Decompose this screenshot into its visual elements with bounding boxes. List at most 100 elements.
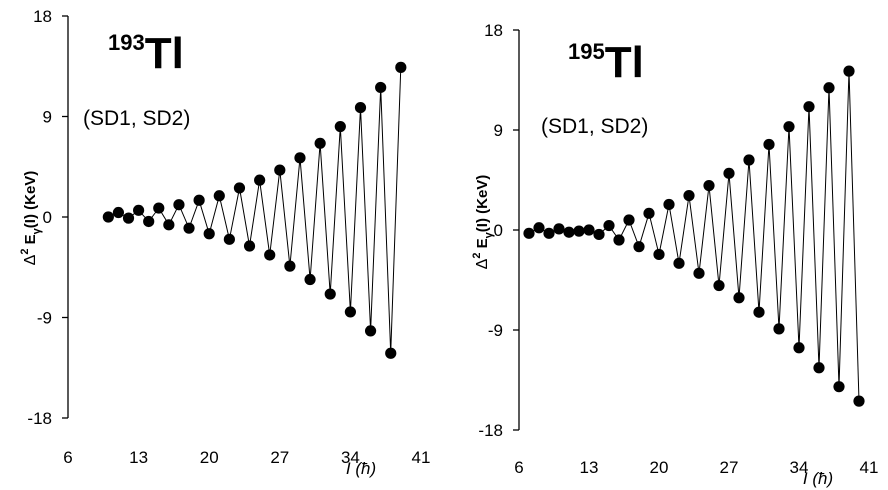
delta-symbol: Δ: [22, 254, 39, 265]
data-point: [243, 240, 256, 252]
y-tick-label: -18: [478, 421, 503, 440]
data-point: [633, 241, 645, 253]
data-point: [183, 222, 195, 234]
data-point: [304, 273, 316, 286]
y-tick-label: 18: [33, 7, 52, 26]
xlabel-unit: (ħ): [351, 459, 377, 478]
x-tick-label: 6: [63, 448, 72, 467]
chart-panel-195: -18 -9 0 9 18 6 13 20 27 34 41 195Tl (SD1, SD2) Δ2 Eγ…: [471, 21, 878, 488]
ylabel-rest: (I) (KeV): [22, 171, 39, 229]
data-point: [743, 154, 755, 166]
data-point: [223, 233, 235, 245]
data-point: [813, 362, 825, 374]
data-point: [354, 101, 367, 114]
y-tick-label: 9: [494, 121, 503, 140]
data-point: [703, 179, 715, 192]
data-point: [264, 249, 276, 261]
data-point: [723, 167, 735, 179]
data-point: [853, 395, 865, 407]
x-tick-label: 41: [412, 448, 431, 467]
data-point: [163, 219, 175, 231]
ylabel-superscript: 2: [471, 253, 483, 259]
data-point: [643, 207, 655, 219]
data-point: [653, 248, 665, 261]
data-point: [823, 82, 835, 94]
xlabel-unit: (ħ): [808, 469, 834, 488]
band-label: (SD1, SD2): [83, 107, 190, 130]
data-point: [523, 227, 535, 239]
nucleus-title: 195Tl: [568, 38, 644, 87]
data-point: [753, 306, 765, 318]
y-tick-label: -9: [488, 321, 503, 340]
data-point: [254, 174, 266, 186]
data-point: [213, 190, 225, 202]
data-point: [793, 342, 805, 354]
y-tick-label: -18: [27, 409, 52, 428]
data-point: [173, 199, 185, 211]
data-point: [613, 234, 625, 246]
y-tick-label: 9: [43, 108, 52, 127]
data-point: [773, 323, 785, 335]
x-tick-label: 13: [580, 458, 599, 477]
element-symbol: Tl: [145, 29, 184, 78]
x-tick-label: 6: [514, 458, 523, 477]
delta-symbol: Δ: [474, 258, 491, 269]
x-tick-label: 20: [650, 458, 669, 477]
x-tick-label: 41: [860, 458, 879, 477]
y-tick-label: -9: [37, 309, 52, 328]
ylabel-subscript: γ: [31, 227, 43, 234]
data-point: [364, 325, 377, 337]
y-axis-label: Δ2 Eγ(I) (KeV): [471, 175, 495, 270]
y-tick-label: 0: [494, 221, 503, 240]
chart-panel-193: -18 -9 0 9 18 6 13 20 27 34 41 193Tl (SD1, SD2) Δ2 Eγ…: [19, 7, 430, 478]
data-point: [663, 198, 675, 211]
data-point: [803, 101, 815, 113]
data-point: [203, 228, 215, 240]
data-point: [733, 292, 745, 304]
mass-number: 193: [108, 30, 145, 55]
data-point: [385, 347, 397, 359]
data-point: [833, 381, 845, 393]
mass-number: 195: [568, 39, 605, 64]
data-point: [112, 206, 125, 219]
x-tick-label: 13: [129, 448, 148, 467]
data-point: [133, 204, 145, 216]
data-point: [693, 267, 705, 279]
nucleus-title: 193Tl: [108, 29, 184, 78]
x-tick-label: 20: [200, 448, 219, 467]
data-point: [102, 211, 114, 223]
xlabel-main: I: [803, 469, 808, 488]
data-point: [395, 61, 407, 73]
data-point: [122, 212, 135, 224]
data-point: [553, 223, 565, 235]
data-point: [843, 65, 855, 77]
data-point: [334, 120, 346, 133]
data-point: [603, 219, 615, 232]
x-tick-label: 27: [270, 448, 289, 467]
data-point: [713, 279, 725, 292]
data-point: [783, 121, 795, 133]
y-axis-label: Δ2 Eγ(I) (KeV): [19, 171, 43, 266]
data-point: [193, 194, 205, 206]
data-point: [143, 215, 155, 228]
data-point: [763, 138, 775, 151]
xlabel-main: I: [346, 459, 351, 478]
data-point: [153, 202, 165, 214]
data-point: [274, 164, 286, 176]
band-label: (SD1, SD2): [541, 115, 648, 138]
data-point: [623, 214, 635, 226]
data-point: [533, 222, 545, 234]
data-point: [294, 152, 306, 164]
x-tick-label: 34: [341, 448, 360, 467]
element-symbol: Tl: [605, 38, 644, 87]
x-axis-label: I (ħ): [803, 469, 833, 488]
data-point: [375, 81, 387, 94]
data-point: [573, 225, 585, 237]
ylabel-main: E: [22, 234, 39, 248]
ylabel-superscript: 2: [19, 249, 31, 255]
data-point: [284, 260, 296, 272]
y-tick-label: 18: [484, 21, 503, 40]
x-axis-label: I (ħ): [346, 459, 376, 478]
ylabel-main: E: [474, 238, 491, 252]
